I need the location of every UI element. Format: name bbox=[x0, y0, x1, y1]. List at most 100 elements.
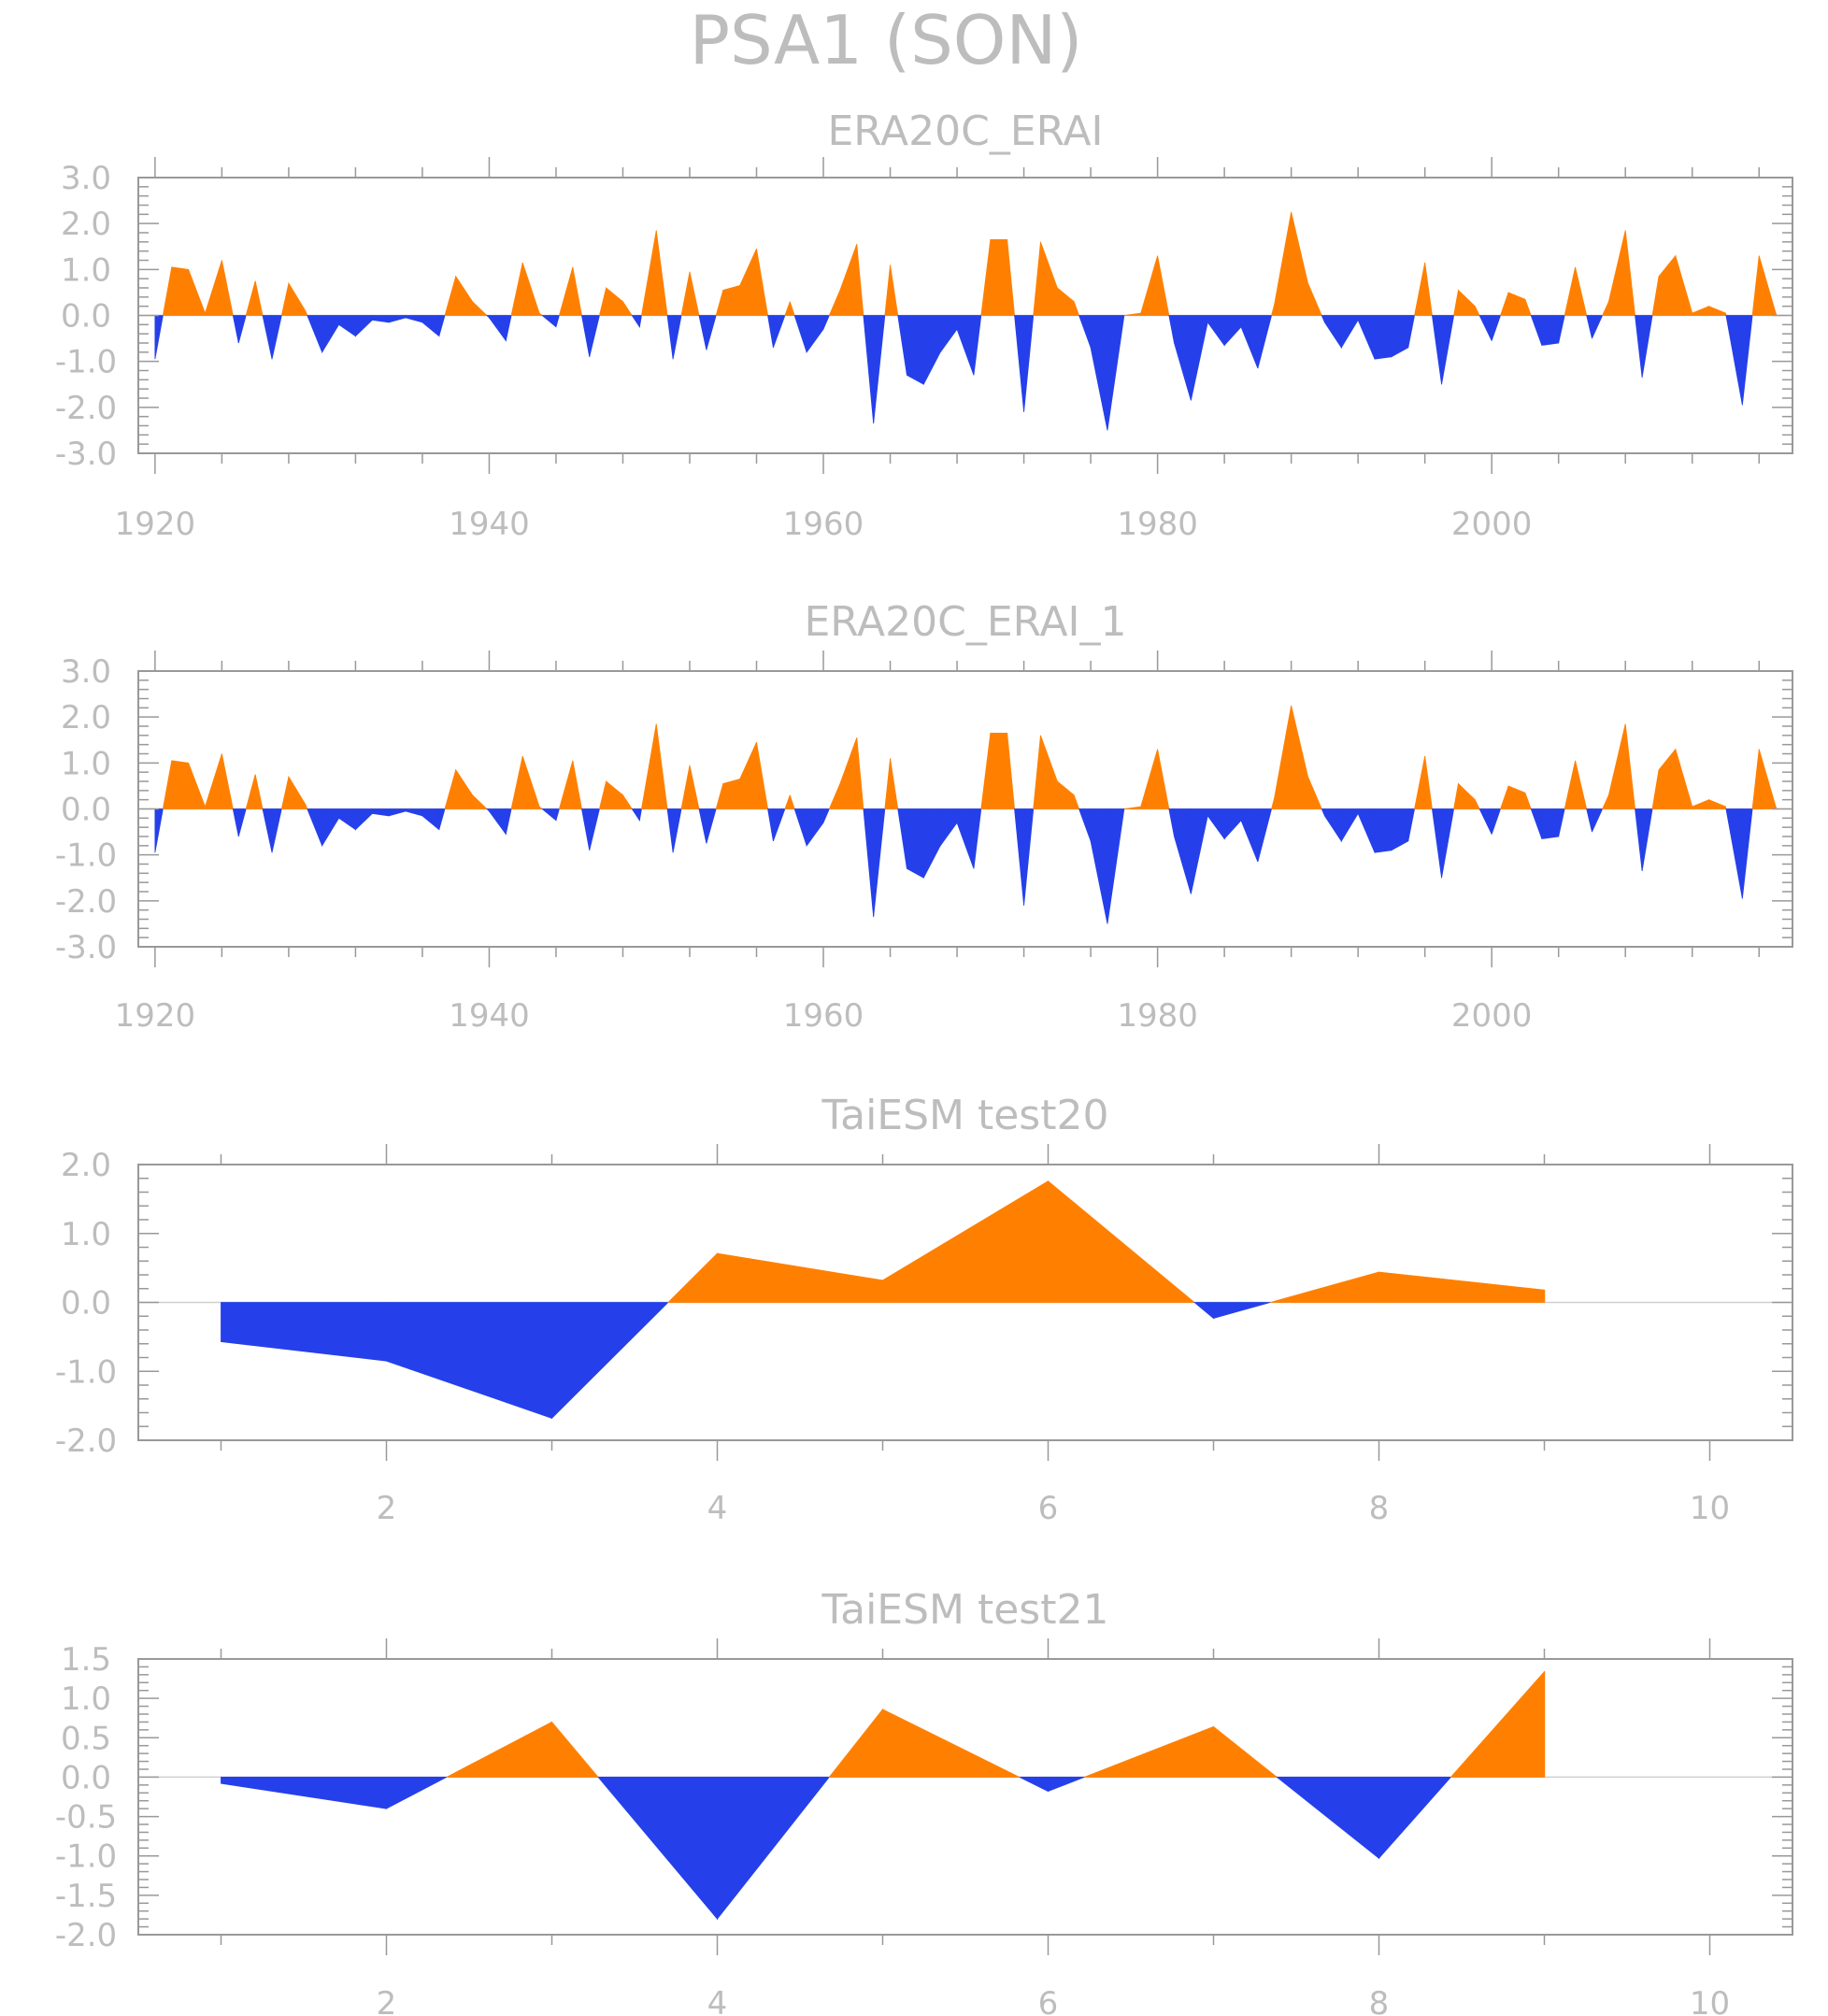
positive-area bbox=[1307, 282, 1322, 316]
positive-area bbox=[288, 775, 307, 809]
positive-area bbox=[472, 794, 488, 809]
positive-area bbox=[1157, 749, 1170, 809]
positive-area bbox=[1424, 262, 1433, 316]
negative-area bbox=[1048, 1777, 1085, 1793]
y-tick-label: 0.0 bbox=[61, 1285, 111, 1323]
negative-area bbox=[897, 315, 907, 376]
negative-area bbox=[1592, 315, 1604, 339]
positive-area bbox=[572, 266, 582, 316]
positive-area bbox=[1624, 723, 1635, 809]
negative-area bbox=[307, 315, 323, 352]
positive-area bbox=[188, 763, 206, 809]
positive-area bbox=[1140, 255, 1159, 316]
positive-area bbox=[254, 774, 264, 809]
positive-area bbox=[162, 266, 173, 316]
negative-area bbox=[1357, 808, 1376, 853]
negative-area bbox=[1078, 315, 1092, 349]
y-tick-label: -1.0 bbox=[55, 837, 117, 875]
negative-area bbox=[672, 808, 682, 853]
negative-area bbox=[822, 808, 830, 823]
negative-area bbox=[1558, 808, 1565, 837]
positive-area bbox=[606, 780, 623, 809]
positive-area bbox=[680, 271, 691, 316]
positive-area bbox=[890, 758, 899, 809]
negative-area bbox=[1107, 315, 1125, 431]
positive-area bbox=[521, 262, 540, 316]
x-tick-label: 1960 bbox=[783, 997, 864, 1035]
negative-area bbox=[956, 808, 975, 869]
x-tick-label: 8 bbox=[1369, 1985, 1390, 2016]
positive-area bbox=[739, 249, 757, 316]
positive-area bbox=[305, 804, 308, 809]
y-tick-label: -1.5 bbox=[55, 1878, 117, 1915]
negative-area bbox=[631, 315, 640, 329]
positive-area bbox=[472, 300, 488, 316]
negative-area bbox=[388, 808, 407, 817]
negative-area bbox=[355, 315, 373, 337]
negative-area bbox=[1223, 808, 1242, 840]
negative-area bbox=[221, 1302, 387, 1362]
negative-area bbox=[555, 315, 560, 327]
positive-area bbox=[1007, 239, 1016, 316]
positive-area bbox=[622, 794, 633, 809]
positive-area bbox=[538, 312, 544, 316]
negative-area bbox=[1530, 315, 1543, 346]
y-tick-label: 0.5 bbox=[61, 1720, 111, 1757]
negative-area bbox=[307, 808, 323, 846]
negative-area bbox=[1592, 808, 1604, 833]
negative-area bbox=[1192, 1302, 1214, 1320]
positive-area bbox=[572, 760, 582, 809]
positive-area bbox=[739, 742, 757, 809]
y-tick-label: 2.0 bbox=[61, 1147, 111, 1184]
y-tick-label: 1.0 bbox=[61, 1216, 111, 1253]
negative-area bbox=[489, 315, 507, 342]
positive-area bbox=[444, 276, 457, 316]
negative-area bbox=[939, 315, 958, 354]
positive-area bbox=[1048, 1180, 1196, 1303]
positive-area bbox=[980, 239, 992, 316]
positive-area bbox=[1607, 230, 1626, 316]
y-tick-label: 2.0 bbox=[61, 699, 111, 736]
panel-title: TaiESM test20 bbox=[821, 1092, 1109, 1139]
positive-area bbox=[1453, 783, 1459, 809]
positive-area bbox=[455, 768, 473, 809]
positive-area bbox=[884, 265, 891, 316]
positive-area bbox=[715, 290, 724, 316]
y-tick-label: 1.0 bbox=[61, 745, 111, 782]
negative-area bbox=[772, 808, 786, 842]
positive-area bbox=[715, 783, 724, 809]
negative-area bbox=[1023, 808, 1035, 906]
x-tick-label: 10 bbox=[1690, 1490, 1730, 1527]
positive-area bbox=[1414, 262, 1426, 316]
negative-area bbox=[1491, 808, 1502, 835]
negative-area bbox=[666, 808, 674, 853]
positive-area bbox=[784, 301, 791, 316]
negative-area bbox=[1478, 315, 1492, 341]
negative-area bbox=[1019, 1777, 1049, 1793]
x-tick-label: 2 bbox=[377, 1490, 397, 1527]
positive-area bbox=[789, 794, 795, 809]
x-tick-label: 4 bbox=[707, 1985, 728, 2016]
negative-area bbox=[1357, 315, 1376, 360]
negative-area bbox=[589, 808, 600, 851]
y-tick-label: 1.0 bbox=[61, 251, 111, 289]
positive-area bbox=[828, 783, 841, 809]
x-tick-label: 4 bbox=[707, 1490, 728, 1527]
y-tick-label: -2.0 bbox=[55, 1917, 117, 1954]
negative-area bbox=[1240, 315, 1259, 369]
y-tick-label: 3.0 bbox=[61, 653, 111, 691]
figure-title: PSA1 (SON) bbox=[690, 1, 1083, 79]
panel-title: TaiESM test21 bbox=[821, 1586, 1109, 1634]
positive-area bbox=[828, 1708, 883, 1778]
negative-area bbox=[262, 808, 273, 853]
negative-area bbox=[1090, 315, 1108, 431]
positive-area bbox=[558, 266, 574, 316]
negative-area bbox=[1641, 315, 1653, 378]
positive-area bbox=[606, 287, 623, 316]
negative-area bbox=[597, 1777, 718, 1921]
negative-area bbox=[939, 808, 958, 848]
negative-area bbox=[1078, 808, 1092, 842]
negative-area bbox=[1558, 315, 1565, 344]
negative-area bbox=[1378, 1777, 1452, 1860]
